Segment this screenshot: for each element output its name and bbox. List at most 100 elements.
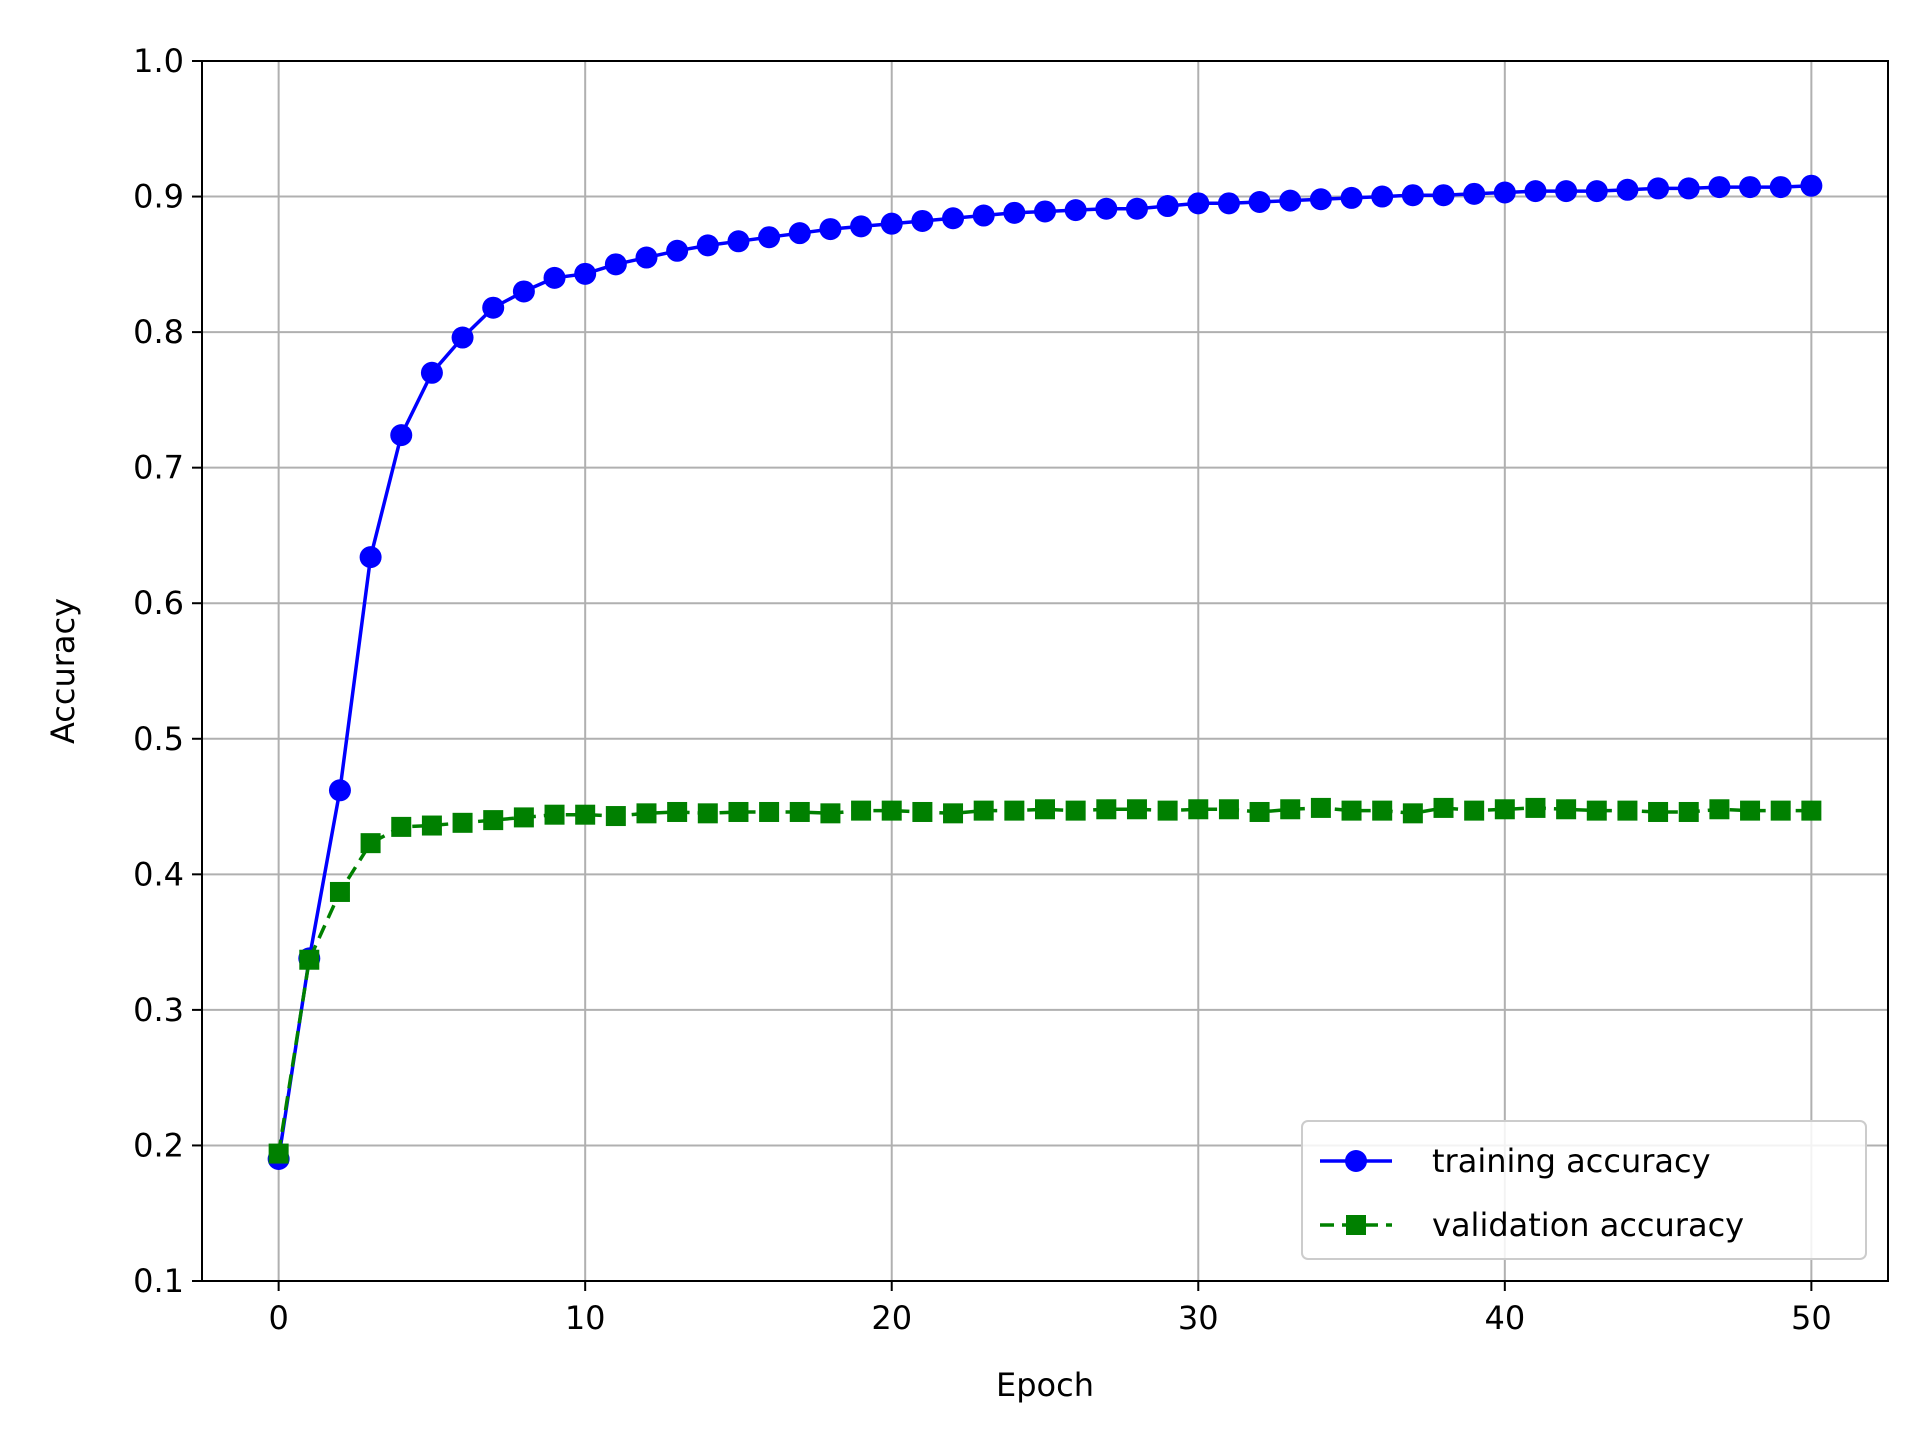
data-point (1647, 177, 1670, 200)
data-point (1065, 800, 1086, 821)
data-point (360, 833, 381, 854)
legend-marker (1346, 1215, 1366, 1235)
data-point (1800, 174, 1823, 197)
data-point (850, 215, 873, 238)
data-point (1340, 186, 1363, 209)
data-point (483, 810, 504, 831)
data-point (1493, 181, 1516, 204)
data-point (1770, 800, 1791, 821)
data-point (1463, 182, 1486, 205)
data-point (788, 222, 811, 245)
y-tick-label: 0.8 (133, 313, 184, 351)
data-point (1004, 800, 1025, 821)
data-point (1648, 801, 1669, 822)
data-point (1432, 184, 1455, 207)
series-layer (267, 174, 1823, 1170)
data-point (728, 801, 749, 822)
data-point (512, 280, 535, 303)
axes: 0 10 20 30 40 50 0.1 0.2 0.3 0.4 0.5 0.6 0.7 0.8 0.9 1.… (133, 42, 1889, 1337)
data-point (727, 230, 750, 253)
x-tick-label: 10 (565, 1299, 606, 1337)
data-point (575, 804, 596, 825)
data-point (789, 801, 810, 822)
data-point (544, 804, 565, 825)
data-point (329, 881, 350, 902)
data-point (880, 212, 903, 235)
data-point (1585, 180, 1608, 203)
data-point (268, 1143, 289, 1164)
y-tick-label: 0.1 (133, 1262, 184, 1300)
data-point (697, 803, 718, 824)
data-point (1524, 180, 1547, 203)
data-point (299, 949, 320, 970)
data-point (1157, 800, 1178, 821)
data-point (1280, 799, 1301, 820)
data-point (513, 807, 534, 828)
grid (202, 60, 1888, 1282)
data-point (667, 801, 688, 822)
legend-marker (1345, 1150, 1367, 1172)
y-tick-label: 0.3 (133, 991, 184, 1029)
data-point (973, 800, 994, 821)
data-point (1096, 799, 1117, 820)
data-point (820, 803, 841, 824)
x-tick-label: 50 (1791, 1299, 1832, 1337)
data-point (851, 800, 872, 821)
data-point (1188, 799, 1209, 820)
data-point (1586, 800, 1607, 821)
data-point (359, 546, 382, 569)
data-point (605, 806, 626, 827)
data-point (390, 424, 413, 447)
data-point (1740, 800, 1761, 821)
data-point (1739, 176, 1762, 199)
data-point (1095, 197, 1118, 220)
y-tick-label: 0.2 (133, 1126, 184, 1164)
y-tick-label: 1.0 (133, 42, 184, 80)
data-point (604, 253, 627, 276)
data-point (881, 800, 902, 821)
data-point (452, 812, 473, 833)
data-point (1677, 177, 1700, 200)
data-point (943, 803, 964, 824)
data-point (666, 239, 689, 262)
legend-label: validation accuracy (1432, 1206, 1744, 1244)
data-point (421, 815, 442, 836)
data-point (912, 801, 933, 822)
data-point (1433, 797, 1454, 818)
data-point (911, 209, 934, 232)
data-point (1372, 800, 1393, 821)
data-point (1464, 800, 1485, 821)
data-point (1708, 176, 1731, 199)
data-point (1616, 178, 1639, 201)
data-point (391, 816, 412, 837)
y-tick-label: 0.6 (133, 584, 184, 622)
legend: training accuracy validation accuracy (1301, 1120, 1867, 1260)
data-point (942, 207, 965, 230)
data-point (1217, 192, 1240, 215)
y-tick-label: 0.5 (133, 720, 184, 758)
x-tick-label: 20 (871, 1299, 912, 1337)
data-point (1034, 200, 1056, 223)
data-point (574, 262, 597, 285)
data-point (1310, 797, 1331, 818)
data-point (543, 266, 566, 289)
data-point (1801, 800, 1822, 821)
data-point (1035, 799, 1055, 820)
y-tick-label: 0.9 (133, 178, 184, 216)
data-point (759, 801, 780, 822)
legend-entry: validation accuracy (1320, 1206, 1744, 1244)
data-point (420, 361, 443, 384)
data-point (1402, 803, 1423, 824)
series-line (276, 806, 1812, 1154)
data-point (1126, 799, 1147, 820)
data-point (1218, 799, 1239, 820)
x-tick-label: 40 (1484, 1299, 1525, 1337)
data-point (1279, 189, 1302, 212)
series-validation (268, 797, 1822, 1164)
data-point (1341, 800, 1362, 821)
data-point (1003, 201, 1026, 224)
data-point (1555, 180, 1578, 203)
data-point (972, 204, 995, 227)
